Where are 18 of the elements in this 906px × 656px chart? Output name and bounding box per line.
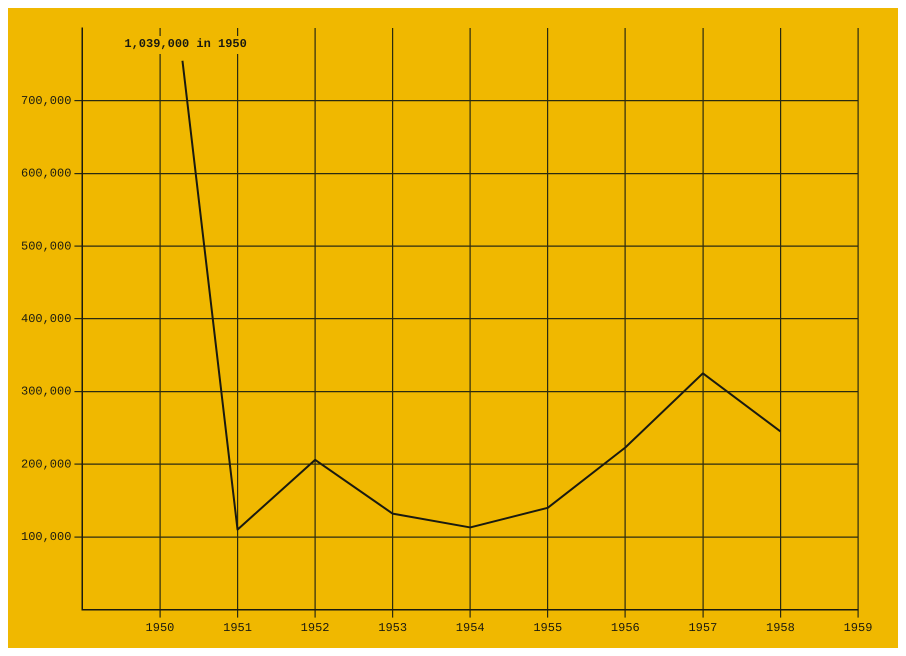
x-tick-label: 1953: [378, 620, 408, 635]
x-tick-label: 1954: [456, 620, 485, 635]
y-tick-label: 200,000: [20, 457, 72, 472]
x-tick-label: 1956: [610, 620, 640, 635]
x-tick-label: 1955: [533, 620, 562, 635]
x-tick-label: 1957: [688, 620, 718, 635]
y-tick-label: 100,000: [20, 530, 72, 544]
y-tick-label: 400,000: [20, 312, 72, 326]
y-tick-label: 600,000: [20, 166, 72, 181]
x-tick-label: 1950: [146, 620, 174, 635]
y-tick-label: 300,000: [20, 384, 72, 399]
annotation: 1,039,000 in 1950: [124, 37, 247, 52]
y-tick-label: 500,000: [20, 239, 72, 254]
x-tick-label: 1959: [844, 620, 872, 635]
x-tick-label: 1952: [300, 620, 330, 635]
x-tick-label: 1958: [766, 620, 795, 635]
y-tick-label: 700,000: [20, 94, 72, 108]
x-tick-label: 1951: [223, 620, 252, 635]
